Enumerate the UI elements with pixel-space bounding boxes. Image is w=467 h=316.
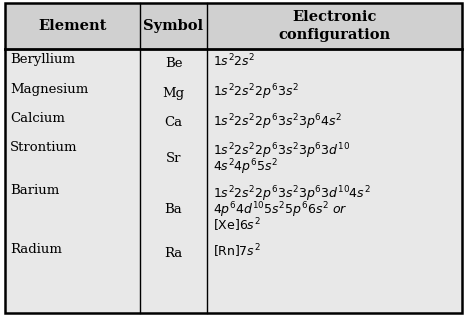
Text: Ba: Ba [165, 203, 183, 216]
Text: $\mathrm{[Rn]}7\it{s}^{2}$: $\mathrm{[Rn]}7\it{s}^{2}$ [213, 243, 261, 260]
Text: $4\it{s}^{2}4\it{p}^{6}5\it{s}^{2}$: $4\it{s}^{2}4\it{p}^{6}5\it{s}^{2}$ [213, 158, 278, 177]
Text: $4\it{p}^{6}4\it{d}^{10}5\it{s}^{2}5\it{p}^{6}6\it{s}^{2}\ or$: $4\it{p}^{6}4\it{d}^{10}5\it{s}^{2}5\it{… [213, 201, 347, 220]
Text: Sr: Sr [166, 152, 181, 165]
Text: Barium: Barium [10, 184, 59, 197]
Text: Ra: Ra [164, 247, 183, 260]
Text: Strontium: Strontium [10, 141, 78, 154]
Text: Symbol: Symbol [143, 19, 204, 33]
Text: Beryllium: Beryllium [10, 53, 75, 66]
Text: Mg: Mg [163, 87, 184, 100]
Text: Magnesium: Magnesium [10, 82, 89, 95]
Text: $1\it{s}^{2}2\it{s}^{2}$: $1\it{s}^{2}2\it{s}^{2}$ [213, 53, 255, 70]
Text: Be: Be [165, 57, 182, 70]
Text: $\mathrm{[Xe]}6\it{s}^{2}$: $\mathrm{[Xe]}6\it{s}^{2}$ [213, 217, 261, 234]
Text: $1\it{s}^{2}2\it{s}^{2}2\it{p}^{6}3\it{s}^{2}3\it{p}^{6}4\it{s}^{2}$: $1\it{s}^{2}2\it{s}^{2}2\it{p}^{6}3\it{s… [213, 112, 342, 131]
Text: $1\it{s}^{2}2\it{s}^{2}2\it{p}^{6}3\it{s}^{2}3\it{p}^{6}3\it{d}^{10}4\it{s}^{2}$: $1\it{s}^{2}2\it{s}^{2}2\it{p}^{6}3\it{s… [213, 184, 371, 204]
Text: Ca: Ca [164, 116, 183, 129]
Text: Electronic
configuration: Electronic configuration [279, 10, 391, 42]
Text: Element: Element [38, 19, 106, 33]
Text: $1\it{s}^{2}2\it{s}^{2}2\it{p}^{6}3\it{s}^{2}3\it{p}^{6}3\it{d}^{10}$: $1\it{s}^{2}2\it{s}^{2}2\it{p}^{6}3\it{s… [213, 141, 350, 161]
Text: Radium: Radium [10, 243, 62, 256]
Bar [5, 3, 462, 49]
Text: Calcium: Calcium [10, 112, 65, 125]
Text: $1\it{s}^{2}2\it{s}^{2}2\it{p}^{6}3\it{s}^{2}$: $1\it{s}^{2}2\it{s}^{2}2\it{p}^{6}3\it{s… [213, 82, 299, 102]
